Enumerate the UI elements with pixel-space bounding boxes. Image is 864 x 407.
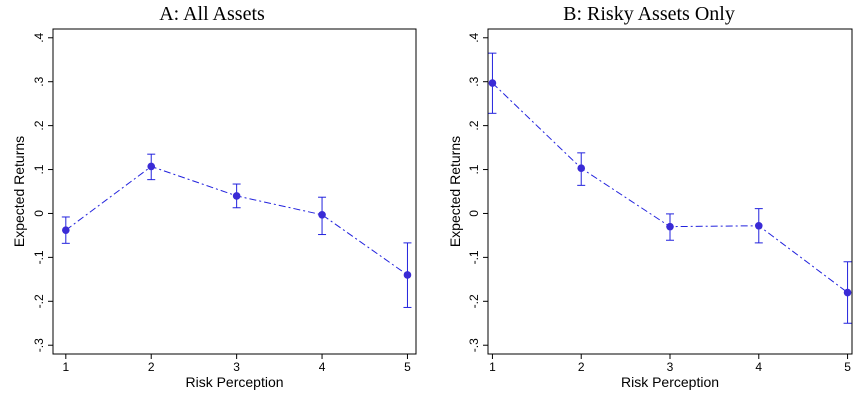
y-tick-label: .3	[32, 76, 46, 86]
y-tick-label: .3	[467, 76, 481, 86]
data-point	[147, 162, 156, 171]
x-tick-label: 5	[404, 360, 411, 374]
x-tick-label: 3	[667, 360, 674, 374]
y-tick-label: -.1	[32, 250, 46, 264]
data-point	[843, 288, 852, 297]
data-point	[577, 164, 586, 173]
data-point	[488, 79, 497, 87]
x-tick-label: 4	[319, 360, 326, 374]
x-tick-label: 4	[755, 360, 762, 374]
y-tick-label: -.2	[32, 294, 46, 308]
y-tick-label: .1	[32, 164, 46, 174]
x-tick-label: 1	[62, 360, 69, 374]
data-point	[403, 271, 412, 279]
data-point	[666, 222, 674, 231]
panel-a: A: All Assets Risk Perception Expected Ret…	[11, 3, 417, 390]
data-point	[62, 226, 70, 234]
y-axis-label: Expected Returns	[447, 136, 463, 247]
y-tick-label: .4	[467, 32, 481, 42]
x-tick-label: 2	[148, 360, 155, 374]
y-tick-label: -.1	[467, 250, 481, 264]
panel-b: B: Risky Assets Only Risk Perception Expec…	[447, 3, 853, 390]
y-tick-label: .1	[467, 164, 481, 174]
y-tick-label: -.3	[467, 338, 481, 352]
y-tick-label: -.3	[32, 338, 46, 352]
y-tick-label: 0	[467, 210, 481, 217]
y-axis-label: Expected Returns	[11, 136, 27, 247]
chart-title: A: All Assets	[159, 3, 265, 25]
x-tick-label: 3	[233, 360, 240, 374]
chart-title: B: Risky Assets Only	[563, 3, 735, 25]
x-axis-label: Risk Perception	[621, 374, 719, 390]
data-point	[232, 192, 241, 200]
y-tick-label: .2	[32, 120, 46, 130]
series-line	[492, 82, 848, 293]
x-axis-label: Risk Perception	[185, 374, 283, 390]
plot-frame	[52, 28, 417, 355]
y-tick-label: .2	[467, 120, 481, 130]
x-tick-label: 5	[844, 360, 851, 374]
data-point	[754, 221, 763, 230]
data-point	[318, 210, 326, 219]
y-tick-label: -.2	[467, 294, 481, 308]
y-tick-label: 0	[32, 210, 46, 217]
x-tick-label: 1	[489, 360, 496, 374]
plot-frame	[487, 28, 853, 355]
series-line	[65, 165, 408, 276]
x-tick-label: 2	[578, 360, 585, 374]
y-tick-label: .4	[32, 32, 46, 42]
